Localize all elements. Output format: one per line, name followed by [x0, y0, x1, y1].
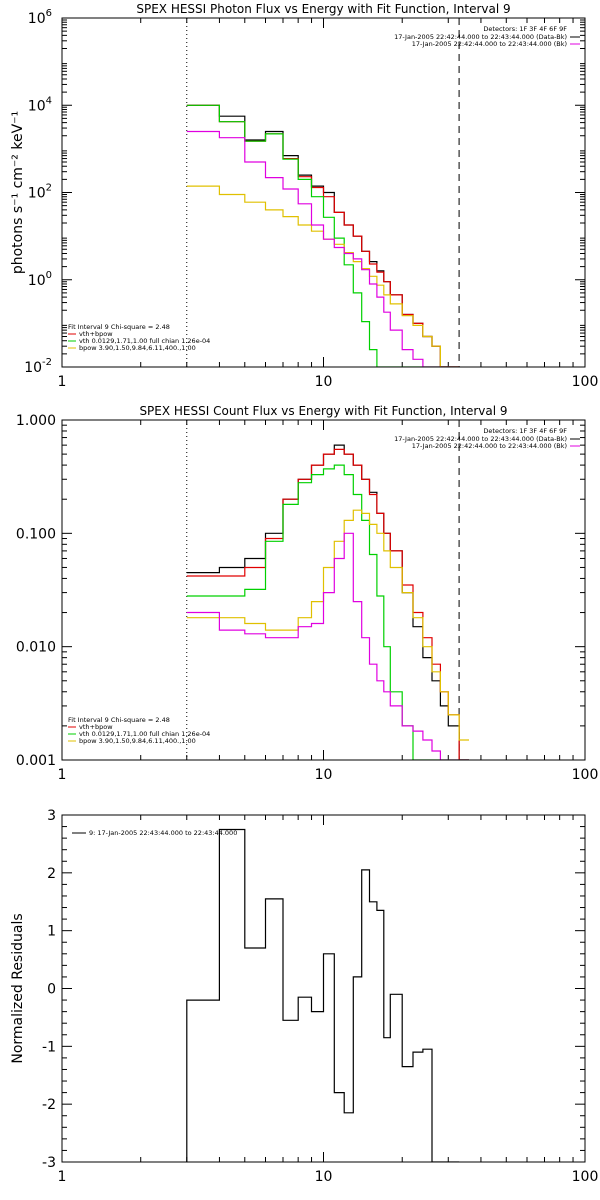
legend-entry-text: vth 0.0129,1.71,1.00 full chian 1.26e-04	[79, 337, 210, 345]
ticks	[61, 814, 586, 1163]
y-tick-label: 102	[28, 183, 52, 202]
y-tick-base: 10	[28, 273, 46, 289]
panel-1: SPEX HESSI Photon Flux vs Energy with Fi…	[10, 2, 598, 390]
y-tick-label: 1	[47, 924, 56, 940]
legend-fit-heading: Fit Interval 9 Chi-square = 2.48	[68, 323, 170, 331]
y-tick-exponent: 6	[46, 8, 52, 19]
series-group	[186, 444, 469, 760]
axes-frame	[61, 419, 586, 761]
y-tick-label: -3	[42, 1155, 56, 1171]
x-tick-label: 1	[58, 374, 67, 390]
series-2-line	[186, 448, 469, 760]
y-tick-label: -1	[42, 1039, 56, 1055]
x-tick-label: 100	[572, 374, 599, 390]
series-group	[186, 828, 460, 1162]
axes-frame	[61, 17, 586, 368]
chart-title: SPEX HESSI Photon Flux vs Energy with Fi…	[136, 2, 510, 16]
y-tick-label: -2	[42, 1097, 56, 1113]
y-tick-label: 10-2	[24, 357, 52, 376]
series-1-line	[186, 828, 460, 1162]
x-tick-label: 100	[572, 1169, 599, 1185]
y-tick-base: 10	[28, 98, 46, 114]
axes-frame	[61, 814, 586, 1163]
series-group	[186, 104, 460, 367]
y-tick-exponent: 2	[46, 183, 52, 194]
legend-entry-text: 17-Jan-2005 22:42:44.000 to 22:43:44.000…	[412, 442, 567, 450]
series-3-line	[186, 464, 469, 760]
x-tick-label: 1	[58, 1169, 67, 1185]
legend-entry-text: bpow 3.90,1.50,9.84,6.11,400.,1.00	[79, 344, 196, 352]
y-tick-base: 10	[24, 360, 42, 376]
x-tick-label: 10	[315, 374, 333, 390]
y-tick-exponent: 4	[46, 95, 52, 106]
y-tick-label: 104	[28, 95, 52, 114]
x-tick-label: 1	[58, 767, 67, 783]
y-tick-exponent: 0	[46, 270, 52, 281]
y-tick-label: 0	[47, 982, 56, 998]
legend-detectors: Detectors: 1F 3F 4F 6F 9F	[483, 25, 567, 33]
y-tick-label: 106	[28, 8, 52, 27]
series-5-line	[186, 532, 469, 760]
y-tick-label: 100	[28, 270, 52, 289]
legend-entry-text: bpow 3.90,1.50,9.84,6.11,400.,1.00	[79, 737, 196, 745]
x-tick-label: 10	[315, 767, 333, 783]
legend-fit-heading: Fit Interval 9 Chi-square = 2.48	[68, 716, 170, 724]
series-5-line	[186, 130, 460, 367]
y-tick-label: 2	[47, 866, 56, 882]
y-tick-base: 10	[28, 11, 46, 27]
legend-detectors: Detectors: 1F 3F 4F 6F 9F	[483, 427, 567, 435]
y-tick-label: 0.001	[16, 753, 56, 769]
y-tick-label: 1.000	[16, 413, 56, 429]
y-tick-base: 10	[28, 186, 46, 202]
y-tick-label: 0.010	[16, 640, 56, 656]
x-tick-label: 10	[315, 1169, 333, 1185]
panel-3: Normalized Residuals 1 10 100 -3 -2 -1 0 1 2 3 9: 1…	[10, 808, 598, 1185]
series-1-line	[186, 444, 469, 760]
chart-title: SPEX HESSI Count Flux vs Energy with Fit…	[139, 404, 507, 418]
legend-entry-text: 9: 17-Jan-2005 22:43:44.000 to 22:43:44.…	[89, 829, 237, 837]
y-axis-label: Normalized Residuals	[10, 913, 26, 1063]
legend-entry-text: 17-Jan-2005 22:42:44.000 to 22:43:44.000…	[412, 40, 567, 48]
legend-entry-text: vth 0.0129,1.71,1.00 full chian 1.26e-04	[79, 730, 210, 738]
legend-entry-text: vth+bpow	[79, 330, 113, 338]
legend-entry-text: vth+bpow	[79, 723, 113, 731]
legend-entry-text: 17-Jan-2005 22:42:44.000 to 22:43:44.000…	[394, 435, 567, 443]
legend-entry-text: 17-Jan-2005 22:42:44.000 to 22:43:44.000…	[394, 33, 567, 41]
series-4-line	[186, 509, 469, 741]
y-axis-label: photons s⁻¹ cm⁻² keV⁻¹	[10, 111, 26, 274]
panel-2: SPEX HESSI Count Flux vs Energy with Fit…	[16, 404, 598, 783]
y-tick-label: 0.100	[16, 526, 56, 542]
y-tick-label: 3	[47, 808, 56, 824]
x-tick-label: 100	[572, 767, 599, 783]
y-tick-exponent: -2	[42, 357, 52, 368]
